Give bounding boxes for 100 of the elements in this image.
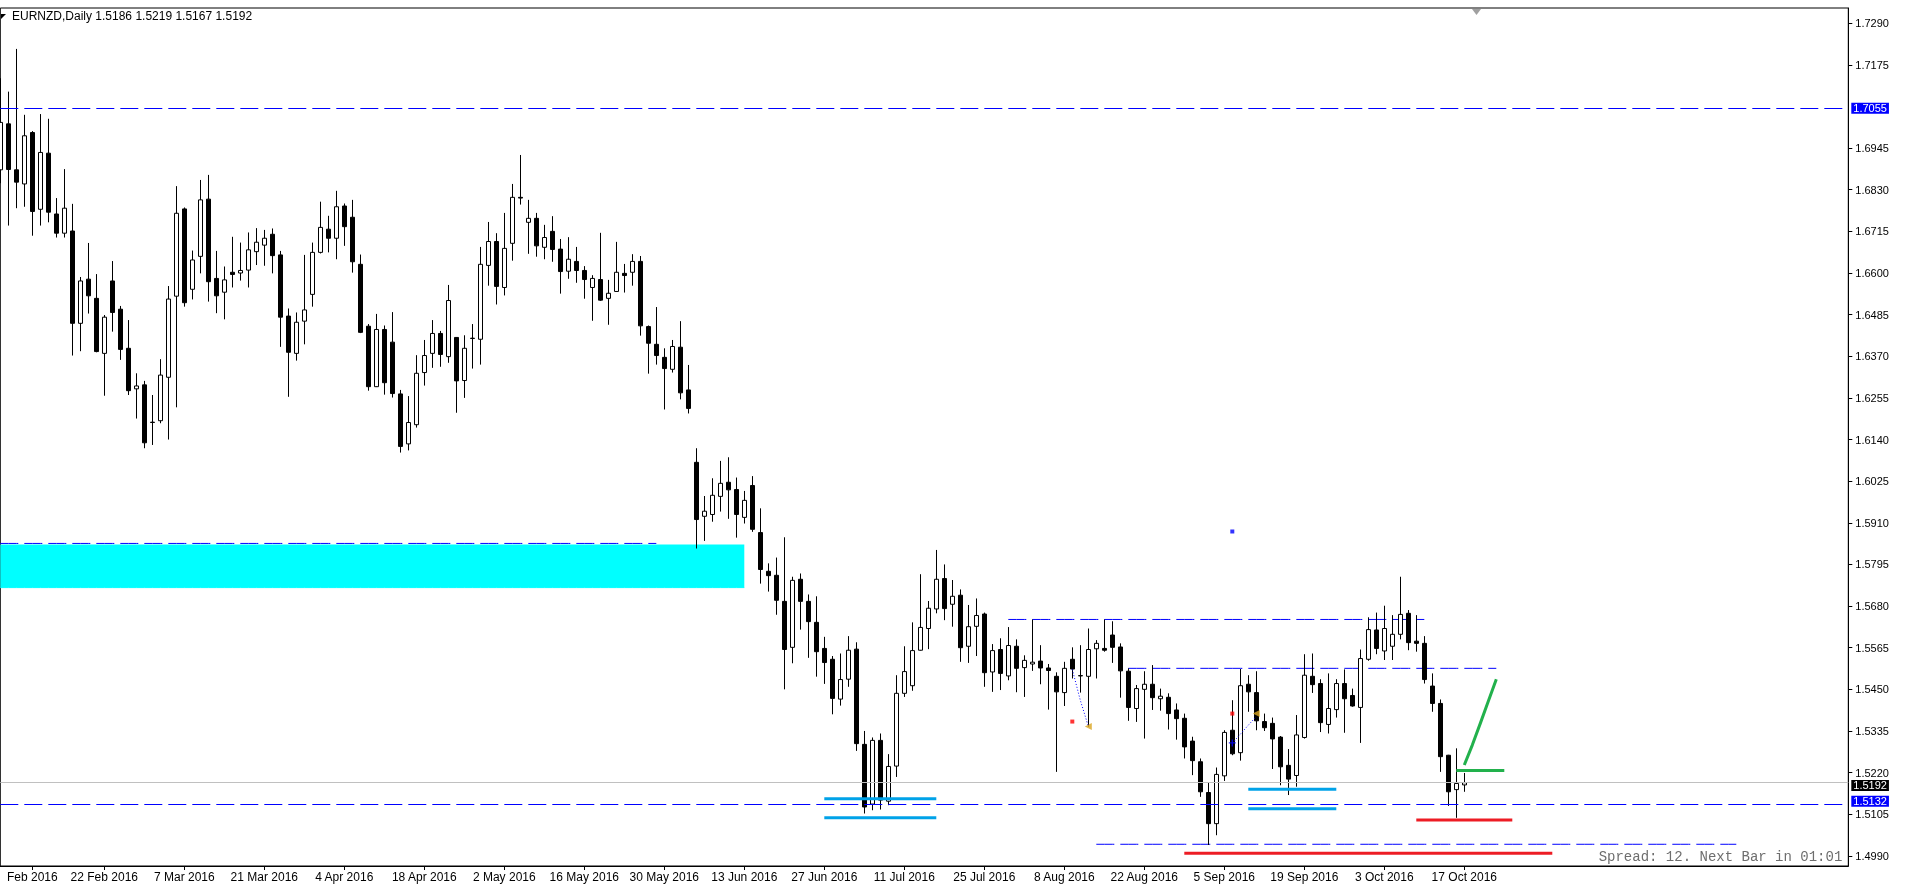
candlestick <box>766 562 771 593</box>
y-tick-label: 1.6945 <box>1855 142 1889 155</box>
candlestick <box>966 604 971 664</box>
x-tick-label: 2 May 2016 <box>472 870 536 884</box>
y-tick-label: 1.6255 <box>1855 391 1889 404</box>
candlestick <box>486 221 491 287</box>
candlestick <box>1350 688 1355 708</box>
candlestick <box>478 246 483 366</box>
candlestick <box>1286 748 1291 796</box>
candlestick <box>1062 661 1067 707</box>
point <box>1252 710 1260 718</box>
candlestick <box>102 314 107 397</box>
candlestick <box>94 273 99 353</box>
candlestick <box>406 395 411 451</box>
y-tick-label: 1.6025 <box>1855 475 1889 488</box>
candlestick <box>1054 671 1059 773</box>
x-tick-label: 22 Feb 2016 <box>70 870 139 884</box>
candlestick <box>54 197 59 239</box>
candlestick <box>878 733 883 811</box>
y-tick-label: 1.5565 <box>1855 641 1889 654</box>
x-tick-label: 13 Jun 2016 <box>711 870 778 884</box>
candlestick <box>1430 672 1435 713</box>
candlestick <box>110 260 115 333</box>
candlestick <box>1030 618 1035 672</box>
candlestick <box>1086 628 1091 728</box>
candlestick <box>958 588 963 663</box>
y-tick-label: 1.7290 <box>1855 17 1889 30</box>
candlestick <box>670 339 675 374</box>
candlestick <box>534 212 539 258</box>
x-tick-label: 8 Aug 2016 <box>1033 870 1095 884</box>
candlestick <box>1278 735 1283 786</box>
candlestick <box>166 285 171 441</box>
x-tick-label: 4 Apr 2016 <box>315 870 374 884</box>
candlestick <box>214 250 219 314</box>
candlestick <box>1262 713 1267 732</box>
candlestick <box>902 645 907 698</box>
candlestick <box>606 279 611 326</box>
candlestick <box>1382 605 1387 661</box>
candlestick <box>1270 717 1275 770</box>
candlestick <box>1414 614 1419 653</box>
candlestick <box>790 576 795 664</box>
candlestick <box>422 339 427 387</box>
candlestick <box>686 364 691 414</box>
candlestick <box>494 232 499 305</box>
candlestick <box>1046 663 1051 711</box>
candlestick <box>86 242 91 315</box>
candlestick <box>566 236 571 280</box>
ref-line-label: 1.5192 <box>1853 779 1887 792</box>
candlestick <box>1310 652 1315 694</box>
candlestick <box>230 236 235 288</box>
candlestick <box>542 224 547 260</box>
point <box>1228 739 1236 747</box>
candlestick <box>326 215 331 253</box>
candlestick <box>942 563 947 621</box>
candlestick <box>502 212 507 296</box>
candlestick <box>950 579 955 628</box>
candlestick <box>638 255 643 337</box>
candlestick <box>1318 678 1323 733</box>
candlestick <box>78 276 83 352</box>
y-tick-label: 1.6485 <box>1855 308 1889 321</box>
candlestick <box>1198 757 1203 798</box>
candlestick <box>46 118 51 223</box>
candlestick <box>782 536 787 690</box>
candlestick <box>662 347 667 410</box>
candlestick <box>974 597 979 657</box>
ref-line-label: 1.7055 <box>1853 102 1887 115</box>
candlestick <box>838 652 843 707</box>
y-tick-label: 1.6830 <box>1855 183 1889 196</box>
candlestick <box>870 736 875 811</box>
candlestick <box>342 202 347 247</box>
candlestick <box>1454 747 1459 819</box>
y-tick-label: 1.5680 <box>1855 600 1889 613</box>
y-tick-label: 1.5450 <box>1855 683 1889 696</box>
x-tick-label: 27 Jun 2016 <box>791 870 858 884</box>
candlestick <box>286 307 291 398</box>
candlestick <box>446 284 451 364</box>
candlestick <box>814 595 819 678</box>
candlestick <box>6 91 11 227</box>
candlestick <box>894 674 899 778</box>
candlestick <box>654 306 659 366</box>
candlestick <box>710 477 715 523</box>
candlestick <box>862 730 867 815</box>
candlestick <box>798 572 803 631</box>
candlestick <box>574 246 579 284</box>
candlestick <box>998 637 1003 691</box>
candlestick <box>1038 644 1043 685</box>
y-tick-label: 1.6715 <box>1855 225 1889 238</box>
candlestick <box>854 641 859 752</box>
candlestick <box>182 206 187 308</box>
candlestick <box>1390 614 1395 661</box>
candlestick <box>1022 654 1027 698</box>
y-tick-label: 1.6370 <box>1855 350 1889 363</box>
candlestick <box>1174 702 1179 741</box>
candlestick <box>742 490 747 525</box>
candlestick <box>254 227 259 266</box>
candlestick <box>1246 674 1251 713</box>
candlestick <box>558 238 563 295</box>
y-tick-label: 1.5105 <box>1855 808 1889 821</box>
candlestick <box>270 227 275 274</box>
candlestick <box>158 358 163 424</box>
